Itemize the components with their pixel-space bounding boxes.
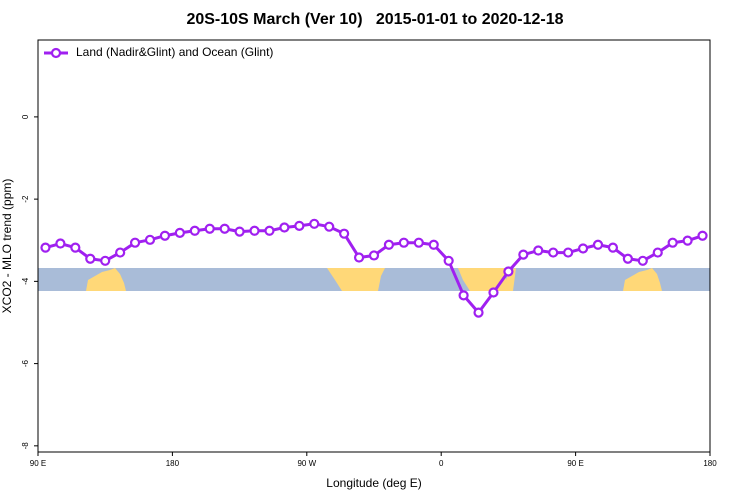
data-point [473, 307, 484, 318]
chart-title: 20S-10S March (Ver 10) 2015-01-01 to 202… [186, 11, 563, 28]
data-point [309, 218, 320, 229]
x-tick-label: 0 [439, 459, 444, 468]
data-point [353, 252, 365, 263]
land-patch [458, 268, 516, 291]
data-point [488, 287, 499, 298]
data-point [40, 242, 51, 253]
data-point [55, 238, 66, 249]
data-point [503, 266, 514, 277]
data-point [115, 247, 126, 258]
data-point [458, 290, 469, 301]
land-ocean-band [38, 268, 710, 291]
y-tick-label: -6 [21, 359, 30, 367]
data-point [339, 228, 350, 239]
legend-marker [50, 47, 62, 59]
data-point [144, 234, 156, 245]
data-point [219, 223, 230, 234]
data-point [70, 242, 81, 253]
data-point [294, 220, 305, 231]
data-point [234, 226, 245, 237]
data-point [100, 255, 111, 266]
data-point [652, 247, 663, 258]
data-point [249, 225, 260, 236]
x-tick-label: 90 E [567, 459, 583, 468]
data-point [264, 225, 275, 236]
data-point [548, 247, 559, 258]
data-point [129, 237, 141, 248]
data-point [189, 225, 200, 236]
data-point [85, 253, 96, 264]
y-tick-label: 0 [21, 114, 30, 119]
x-tick-label: 180 [703, 459, 717, 468]
legend-label: Land (Nadir&Glint) and Ocean (Glint) [76, 45, 273, 59]
x-tick-label: 90 W [297, 459, 316, 468]
y-axis-label: XCO2 - MLO trend (ppm) [0, 179, 14, 314]
x-axis-label: Longitude (deg E) [326, 476, 421, 490]
data-point [697, 230, 708, 241]
data-point [428, 239, 439, 250]
y-tick-label: -4 [21, 277, 30, 285]
data-point [607, 242, 619, 253]
data-point [637, 255, 648, 266]
data-point [324, 221, 335, 232]
data-point [204, 223, 215, 234]
data-point [622, 253, 633, 264]
data-point [383, 239, 395, 250]
data-point [577, 243, 589, 254]
data-point [667, 237, 678, 248]
data-point [443, 255, 454, 266]
y-tick-label: -2 [21, 195, 30, 203]
data-point [398, 237, 409, 248]
data-point [413, 237, 424, 248]
data-point [518, 249, 529, 260]
data-point [563, 247, 574, 258]
land-patch [86, 268, 126, 291]
data-point [592, 239, 604, 250]
data-point [279, 222, 290, 233]
y-tick-label: -8 [21, 442, 30, 450]
data-point [159, 230, 171, 241]
data-point [533, 245, 544, 256]
land-patch [623, 268, 662, 291]
x-tick-label: 90 E [30, 459, 46, 468]
plot-frame [37, 39, 711, 453]
data-point [682, 235, 693, 246]
land-patch [327, 268, 385, 291]
x-tick-label: 180 [166, 459, 180, 468]
data-point [174, 227, 185, 238]
data-point [368, 250, 380, 261]
